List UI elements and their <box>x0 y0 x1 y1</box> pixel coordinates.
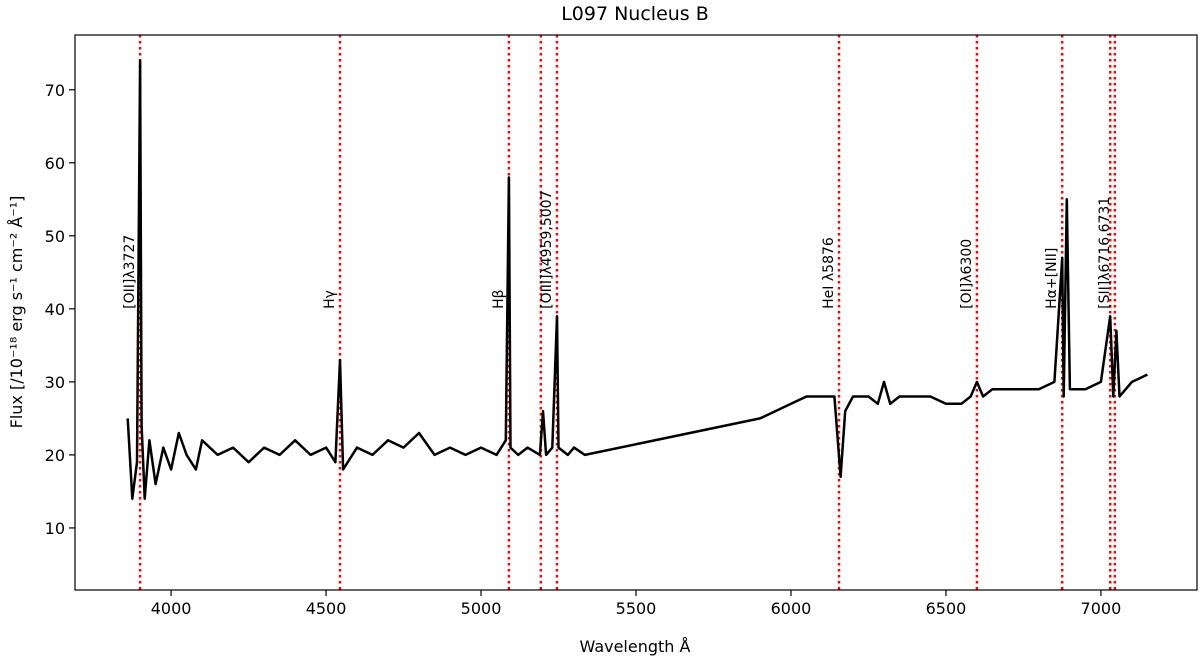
x-axis-ticks: 4000 4500 5000 5500 6000 6500 7000 <box>151 590 1122 618</box>
y-tick-label: 10 <box>45 519 65 538</box>
x-tick-label: 6500 <box>926 599 967 618</box>
x-tick-label: 4500 <box>306 599 347 618</box>
emission-line-label: [SII]λ6716,6731 <box>1097 197 1113 309</box>
y-tick-label: 70 <box>45 81 65 100</box>
y-axis-ticks: 10 20 30 40 50 60 70 <box>45 81 75 538</box>
y-axis-label: Flux [/10⁻¹⁸ erg s⁻¹ cm⁻² Å⁻¹] <box>7 196 26 429</box>
emission-line-label: Hβ <box>491 289 507 308</box>
y-tick-label: 30 <box>45 373 65 392</box>
emission-line-labels: [OII]λ3727 Hγ Hβ [OIII]λ4959,5007 HeI λ5876 [… <box>122 191 1113 309</box>
emission-line-label: [OI]λ6300 <box>959 239 975 309</box>
y-tick-label: 50 <box>45 227 65 246</box>
spectrum-line <box>126 59 1148 500</box>
y-tick-label: 60 <box>45 154 65 173</box>
emission-line-label: [OIII]λ4959,5007 <box>539 191 555 309</box>
x-tick-label: 7000 <box>1081 599 1122 618</box>
x-axis-label: Wavelength Å <box>580 637 691 656</box>
emission-line-label: Hγ <box>322 290 338 309</box>
x-tick-label: 4000 <box>151 599 192 618</box>
plot-frame <box>74 34 1198 591</box>
emission-line-label: HeI λ5876 <box>821 237 837 309</box>
y-tick-label: 20 <box>45 446 65 465</box>
x-tick-label: 5500 <box>616 599 657 618</box>
x-tick-label: 6000 <box>771 599 812 618</box>
emission-line-markers <box>138 35 1117 590</box>
emission-line-label: [OII]λ3727 <box>122 235 138 309</box>
chart-title: L097 Nucleus B <box>561 3 709 25</box>
x-tick-label: 5000 <box>461 599 502 618</box>
y-tick-label: 40 <box>45 300 65 319</box>
emission-line-label: Hα+[NII] <box>1044 248 1060 309</box>
